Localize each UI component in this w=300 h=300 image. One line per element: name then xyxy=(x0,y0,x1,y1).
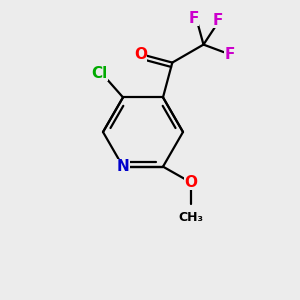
Text: CH₃: CH₃ xyxy=(178,211,203,224)
Text: F: F xyxy=(212,13,223,28)
Text: F: F xyxy=(189,11,199,26)
Text: Cl: Cl xyxy=(92,66,108,81)
Text: O: O xyxy=(134,47,147,62)
Text: F: F xyxy=(225,47,235,62)
Text: N: N xyxy=(117,159,129,174)
Text: O: O xyxy=(184,175,197,190)
